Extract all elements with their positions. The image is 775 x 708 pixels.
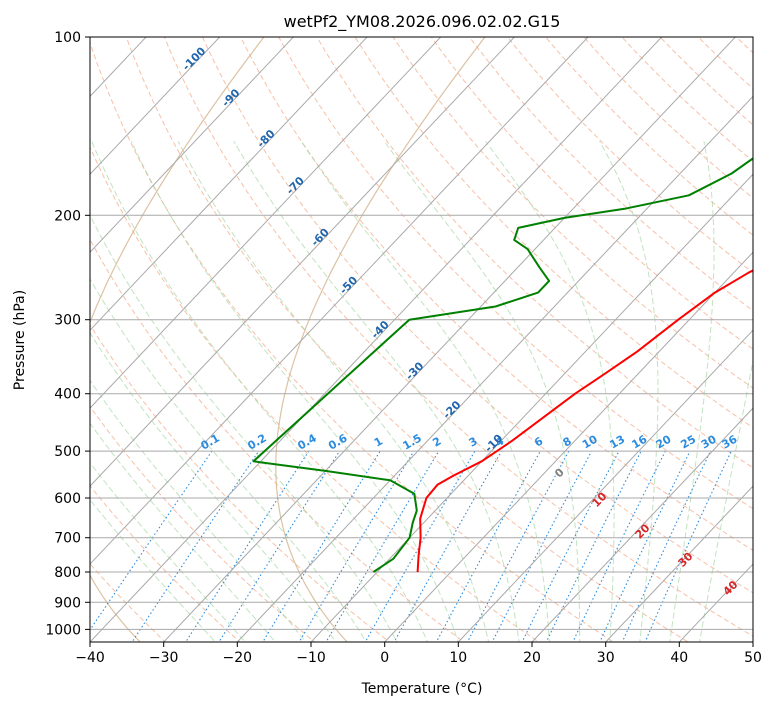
isotherm-line — [236, 95, 753, 642]
moist-adiabat-line — [699, 357, 753, 642]
x-tick-label: −20 — [223, 650, 253, 666]
isotherm-line — [90, 37, 663, 642]
dry-adiabat-line — [90, 41, 615, 642]
moist-adiabat-line — [669, 141, 715, 642]
dry-adiabat-line — [90, 146, 540, 642]
isotherm-line — [163, 37, 737, 642]
moist-adiabat-line — [90, 422, 276, 642]
moist-adiabat-line — [90, 379, 307, 642]
y-tick-label: 600 — [54, 491, 81, 507]
dry-adiabat-line — [278, 37, 753, 510]
moist-adiabat-line — [485, 141, 615, 642]
moist-adiabat-line — [300, 141, 550, 642]
x-tick-label: −40 — [75, 650, 105, 666]
dry-adiabat-line — [90, 485, 241, 642]
isotherm-line — [90, 37, 589, 565]
y-tick-label: 700 — [54, 531, 81, 547]
isotherm-line — [90, 37, 221, 175]
y-tick-label: 800 — [54, 565, 81, 581]
moist-adiabat-line — [599, 141, 659, 642]
y-tick-label: 300 — [54, 313, 81, 329]
moist-adiabat-line — [90, 461, 246, 642]
isotherm-line — [531, 407, 753, 642]
y-tick-label: 900 — [54, 595, 81, 611]
profiles — [252, 157, 753, 573]
x-tick-label: 30 — [597, 650, 615, 666]
x-tick-label: 50 — [744, 650, 762, 666]
y-tick-label: 500 — [54, 444, 81, 460]
isotherm-line — [605, 485, 753, 642]
moist-adiabat-line — [233, 141, 520, 642]
isotherm-line — [90, 37, 368, 331]
y-tick-label: 200 — [54, 208, 81, 224]
plot-frame — [89, 36, 754, 643]
dry-adiabat-line — [392, 37, 753, 389]
x-tick-label: −10 — [296, 650, 326, 666]
dry-adiabat-line — [163, 37, 753, 637]
y-tick-label: 100 — [54, 30, 81, 46]
dry-adiabat-line — [90, 563, 167, 642]
x-tick-label: 10 — [449, 650, 467, 666]
x-tick-label: 0 — [380, 650, 389, 666]
moist-adiabat-line — [383, 141, 581, 642]
x-axis-label: Temperature (°C) — [361, 681, 483, 697]
dry-adiabat-line — [90, 238, 465, 642]
y-tick-label: 1000 — [45, 622, 81, 638]
isotherm-line — [90, 37, 295, 253]
temperature-profile — [416, 269, 753, 573]
chart-title: wetPf2_YM08.2026.096.02.02.G15 — [284, 12, 561, 32]
dry-adiabat-line — [201, 37, 753, 594]
moist-adiabat-line — [90, 331, 337, 642]
isotherm-line — [90, 37, 442, 409]
dry-adiabat-line — [90, 405, 316, 642]
x-tick-label: 20 — [523, 650, 541, 666]
y-tick-label: 400 — [54, 387, 81, 403]
x-tick-label: −30 — [149, 650, 179, 666]
dewpoint-profile — [252, 157, 753, 573]
isotherm-line — [457, 329, 753, 642]
isotherm-line — [310, 173, 753, 642]
dry-adiabat-line — [240, 37, 753, 551]
dry-adiabat-line — [430, 37, 753, 350]
axes: −40 −30 −20 −10 0 10 20 30 40 50 100 200 300 400 500 60… — [45, 30, 762, 666]
reference-curve — [90, 37, 265, 642]
isotherm-line — [90, 37, 516, 487]
x-tick-label: 40 — [670, 650, 688, 666]
isotherm-line — [384, 251, 753, 642]
dry-adiabat-line — [90, 324, 391, 642]
moist-adiabat-line — [90, 277, 367, 642]
y-axis-label: Pressure (hPa) — [12, 290, 28, 390]
grid-lines — [90, 37, 753, 642]
